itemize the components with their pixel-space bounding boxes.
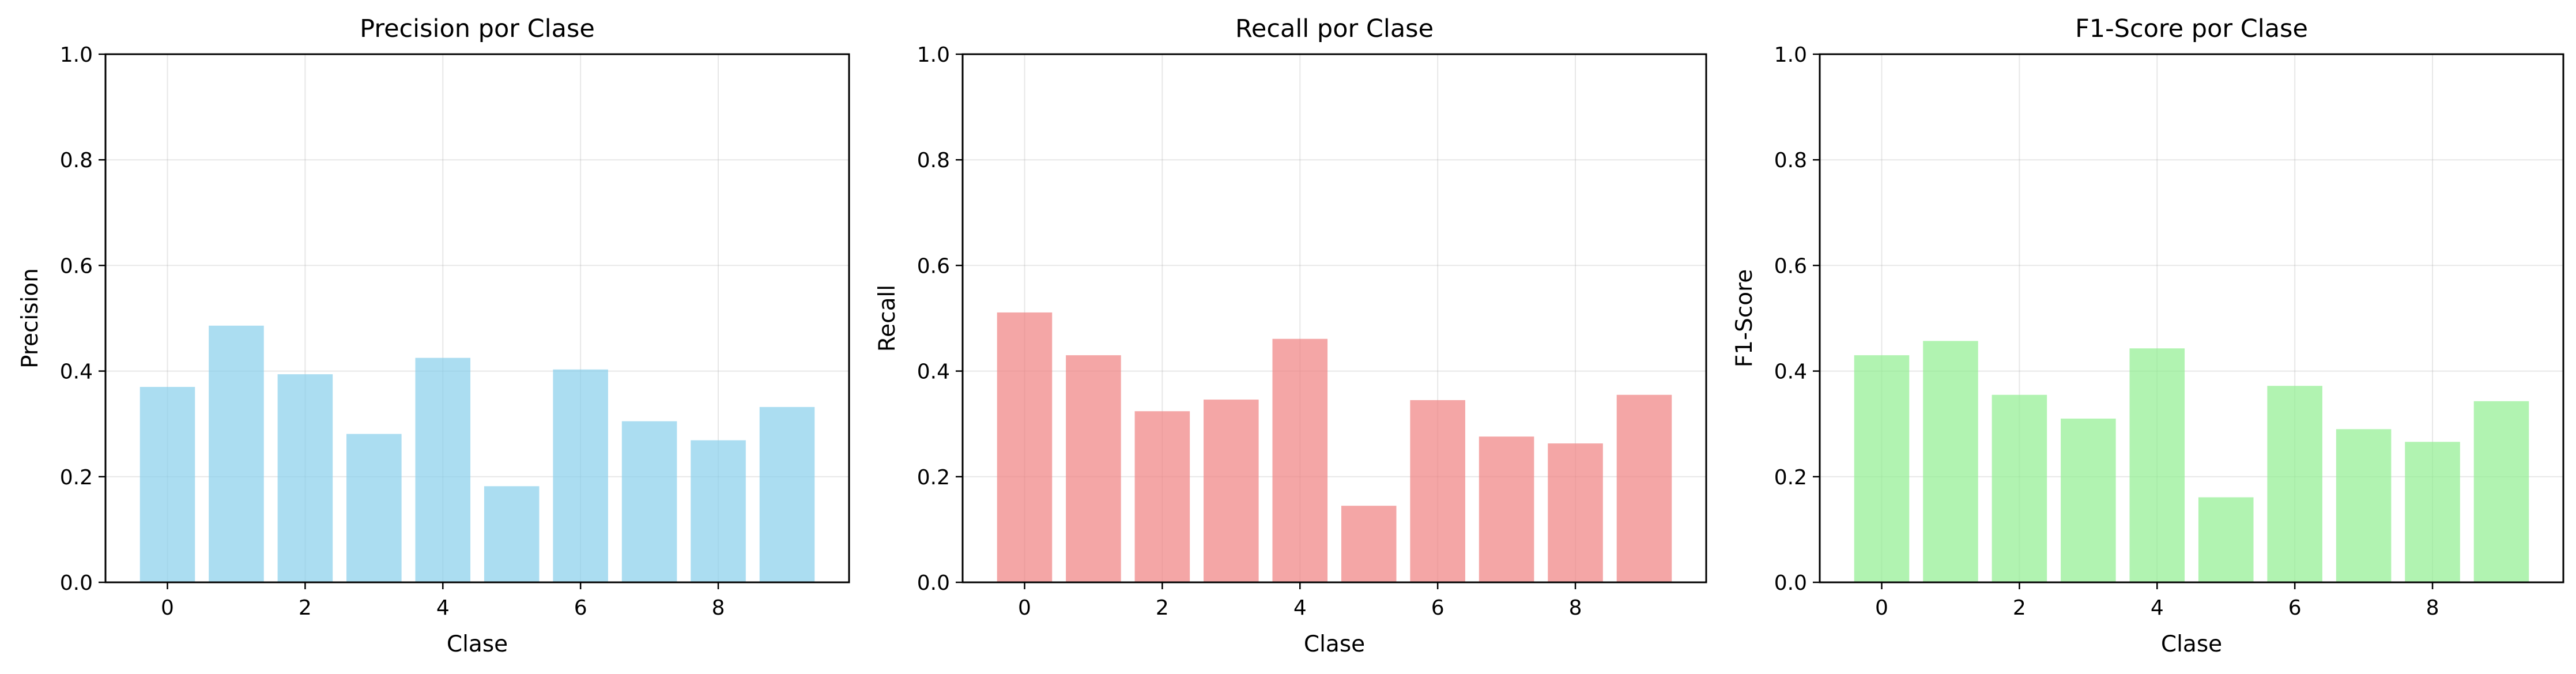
y-tick-label: 0.2	[917, 466, 950, 490]
x-tick-label: 8	[2426, 596, 2439, 620]
bar	[2336, 429, 2392, 582]
y-tick-label: 0.6	[60, 254, 93, 278]
chart-title: Recall por Clase	[1235, 14, 1434, 43]
bar	[139, 387, 195, 582]
y-axis-label: Recall	[874, 285, 900, 352]
x-tick-label: 8	[712, 596, 725, 620]
x-tick-label: 4	[1293, 596, 1307, 620]
y-tick-label: 0.4	[60, 360, 93, 384]
chart-panel-1: 0.0 0.2 0.4 0.6 0.8 1.0 0 2 4 6 8 Recall por Clase C…	[874, 14, 1707, 657]
y-tick-label: 0.4	[1774, 360, 1807, 384]
bar	[1066, 355, 1121, 582]
bar	[2129, 348, 2185, 582]
bar	[1272, 338, 1328, 582]
x-axis-label: Clase	[1304, 631, 1365, 657]
bar	[1134, 411, 1190, 582]
chart-title: Precision por Clase	[360, 14, 595, 43]
axes-frame	[961, 53, 1707, 583]
x-tick-label: 2	[2013, 596, 2026, 620]
x-tick-label: 2	[299, 596, 312, 620]
x-tick-label: 0	[1018, 596, 1031, 620]
x-tick-label: 2	[1156, 596, 1169, 620]
bar	[1410, 400, 1465, 582]
y-tick-label: 0.2	[60, 466, 93, 490]
y-tick-label: 0.6	[917, 254, 950, 278]
y-tick-label: 0.8	[1774, 149, 1807, 172]
bar	[277, 374, 333, 582]
y-tick-label: 0.0	[1774, 571, 1807, 595]
bar	[621, 421, 677, 582]
bar	[1854, 355, 1910, 582]
y-axis-label: Precision	[17, 268, 43, 368]
y-tick-label: 1.0	[1774, 43, 1807, 67]
y-tick-label: 1.0	[60, 43, 93, 67]
bar	[759, 406, 815, 582]
bar	[1992, 394, 2047, 582]
axes-frame	[1819, 53, 2564, 583]
bar	[2061, 419, 2116, 582]
bar	[1204, 400, 1259, 582]
x-tick-label: 4	[2151, 596, 2164, 620]
x-tick-label: 6	[2288, 596, 2302, 620]
chart-panel-0: 0.0 0.2 0.4 0.6 0.8 1.0 0 2 4 6 8 Precision por Cla…	[17, 14, 850, 657]
bar	[2198, 497, 2254, 582]
bar	[2473, 401, 2529, 582]
bar	[346, 434, 402, 582]
y-tick-label: 0.0	[917, 571, 950, 595]
chart-title: F1-Score por Clase	[2075, 14, 2308, 43]
y-tick-label: 0.8	[917, 149, 950, 172]
bar	[484, 486, 540, 582]
axes-frame	[104, 53, 850, 583]
y-tick-label: 0.2	[1774, 466, 1807, 490]
y-tick-label: 0.8	[60, 149, 93, 172]
bar	[691, 440, 746, 582]
x-axis-label: Clase	[447, 631, 508, 657]
bar	[2405, 442, 2460, 582]
x-tick-label: 4	[436, 596, 450, 620]
y-tick-label: 0.6	[1774, 254, 1807, 278]
x-tick-label: 6	[1431, 596, 1444, 620]
bar	[1616, 394, 1672, 582]
y-axis-label: F1-Score	[1732, 269, 1757, 368]
bar	[1548, 443, 1603, 582]
y-tick-label: 0.0	[60, 571, 93, 595]
bar	[1923, 341, 1978, 582]
x-tick-label: 6	[574, 596, 587, 620]
x-tick-label: 0	[1875, 596, 1888, 620]
y-tick-label: 1.0	[917, 43, 950, 67]
y-tick-label: 0.4	[917, 360, 950, 384]
x-tick-label: 8	[1569, 596, 1582, 620]
x-tick-label: 0	[161, 596, 174, 620]
bar	[1479, 436, 1534, 582]
x-axis-label: Clase	[2161, 631, 2222, 657]
bar	[1341, 506, 1397, 582]
bar	[997, 312, 1053, 582]
bar	[2267, 386, 2322, 582]
bar	[415, 357, 471, 582]
bar	[209, 325, 264, 582]
bar	[553, 369, 608, 582]
chart-panel-2: 0.0 0.2 0.4 0.6 0.8 1.0 0 2 4 6 8 F1-Score por Clas…	[1732, 14, 2564, 657]
